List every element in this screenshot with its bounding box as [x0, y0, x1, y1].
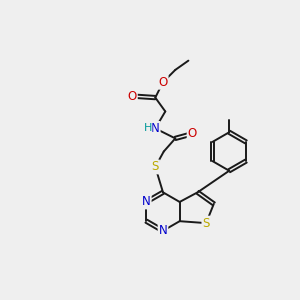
Text: O: O — [188, 127, 197, 140]
Text: H: H — [143, 123, 152, 134]
Text: S: S — [152, 160, 159, 173]
Text: O: O — [158, 76, 168, 89]
Text: N: N — [159, 224, 167, 237]
Text: S: S — [202, 217, 210, 230]
Text: N: N — [151, 122, 160, 135]
Text: N: N — [142, 195, 151, 208]
Text: O: O — [128, 90, 137, 103]
